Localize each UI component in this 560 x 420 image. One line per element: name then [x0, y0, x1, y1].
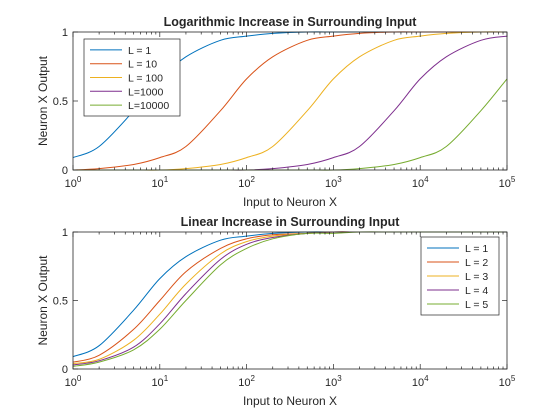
x-tick-base: 10	[499, 377, 511, 389]
x-tick-base: 10	[65, 178, 77, 190]
x-tick-label: 102	[238, 175, 255, 190]
y-axis-label: Neuron X Output	[36, 55, 50, 146]
x-tick-label: 105	[499, 374, 516, 389]
x-tick-base: 10	[412, 178, 424, 190]
y-tick-label: 1	[62, 27, 68, 39]
y-tick-label: 0.5	[53, 96, 68, 108]
x-tick-exponent: 2	[250, 175, 255, 184]
x-tick-exponent: 5	[511, 175, 516, 184]
x-axis-label: Input to Neuron X	[243, 394, 337, 408]
x-tick-label: 103	[325, 175, 342, 190]
legend-label-3: L = 100	[128, 73, 163, 85]
x-tick-base: 10	[325, 178, 337, 190]
legend-label-1: L = 1	[465, 243, 488, 255]
x-axis-label: Input to Neuron X	[243, 195, 337, 209]
x-tick-base: 10	[65, 377, 77, 389]
x-tick-exponent: 3	[337, 175, 342, 184]
x-tick-exponent: 0	[77, 175, 82, 184]
chart-title: Logarithmic Increase in Surrounding Inpu…	[164, 15, 418, 29]
x-tick-base: 10	[325, 377, 337, 389]
legend-label-2: L = 2	[465, 257, 488, 269]
x-tick-label: 101	[151, 374, 168, 389]
y-tick-label: 0	[62, 364, 68, 376]
x-tick-base: 10	[238, 377, 250, 389]
x-tick-base: 10	[151, 178, 163, 190]
legend-label-5: L = 5	[465, 299, 488, 311]
x-tick-base: 10	[151, 377, 163, 389]
x-tick-label: 105	[499, 175, 516, 190]
x-tick-label: 103	[325, 374, 342, 389]
x-tick-label: 104	[412, 374, 429, 389]
x-tick-label: 100	[65, 374, 82, 389]
x-tick-label: 102	[238, 374, 255, 389]
x-tick-exponent: 3	[337, 374, 342, 383]
legend-label-4: L = 4	[465, 285, 488, 297]
x-tick-base: 10	[238, 178, 250, 190]
x-tick-base: 10	[499, 178, 511, 190]
x-tick-base: 10	[412, 377, 424, 389]
legend-label-1: L = 1	[128, 45, 151, 57]
legend: L = 1 L = 2 L = 3 L = 4 L = 5	[420, 236, 500, 316]
x-tick-exponent: 1	[164, 175, 169, 184]
x-tick-label: 104	[412, 175, 429, 190]
x-tick-label: 101	[151, 175, 168, 190]
x-tick-exponent: 4	[424, 175, 429, 184]
y-axis-label: Neuron X Output	[36, 255, 50, 346]
x-tick-exponent: 4	[424, 374, 429, 383]
x-tick-exponent: 1	[164, 374, 169, 383]
legend-label-3: L = 3	[465, 271, 488, 283]
legend-label-2: L = 10	[128, 59, 157, 71]
y-tick-label: 1	[62, 227, 68, 239]
x-tick-exponent: 0	[77, 374, 82, 383]
legend-label-5: L=10000	[128, 100, 169, 112]
x-tick-label: 100	[65, 175, 82, 190]
x-tick-exponent: 5	[511, 374, 516, 383]
y-tick-label: 0.5	[53, 296, 68, 308]
y-tick-label: 0	[62, 165, 68, 177]
legend-label-4: L=1000	[128, 86, 163, 98]
x-tick-exponent: 2	[250, 374, 255, 383]
chart-title: Linear Increase in Surrounding Input	[181, 215, 401, 229]
